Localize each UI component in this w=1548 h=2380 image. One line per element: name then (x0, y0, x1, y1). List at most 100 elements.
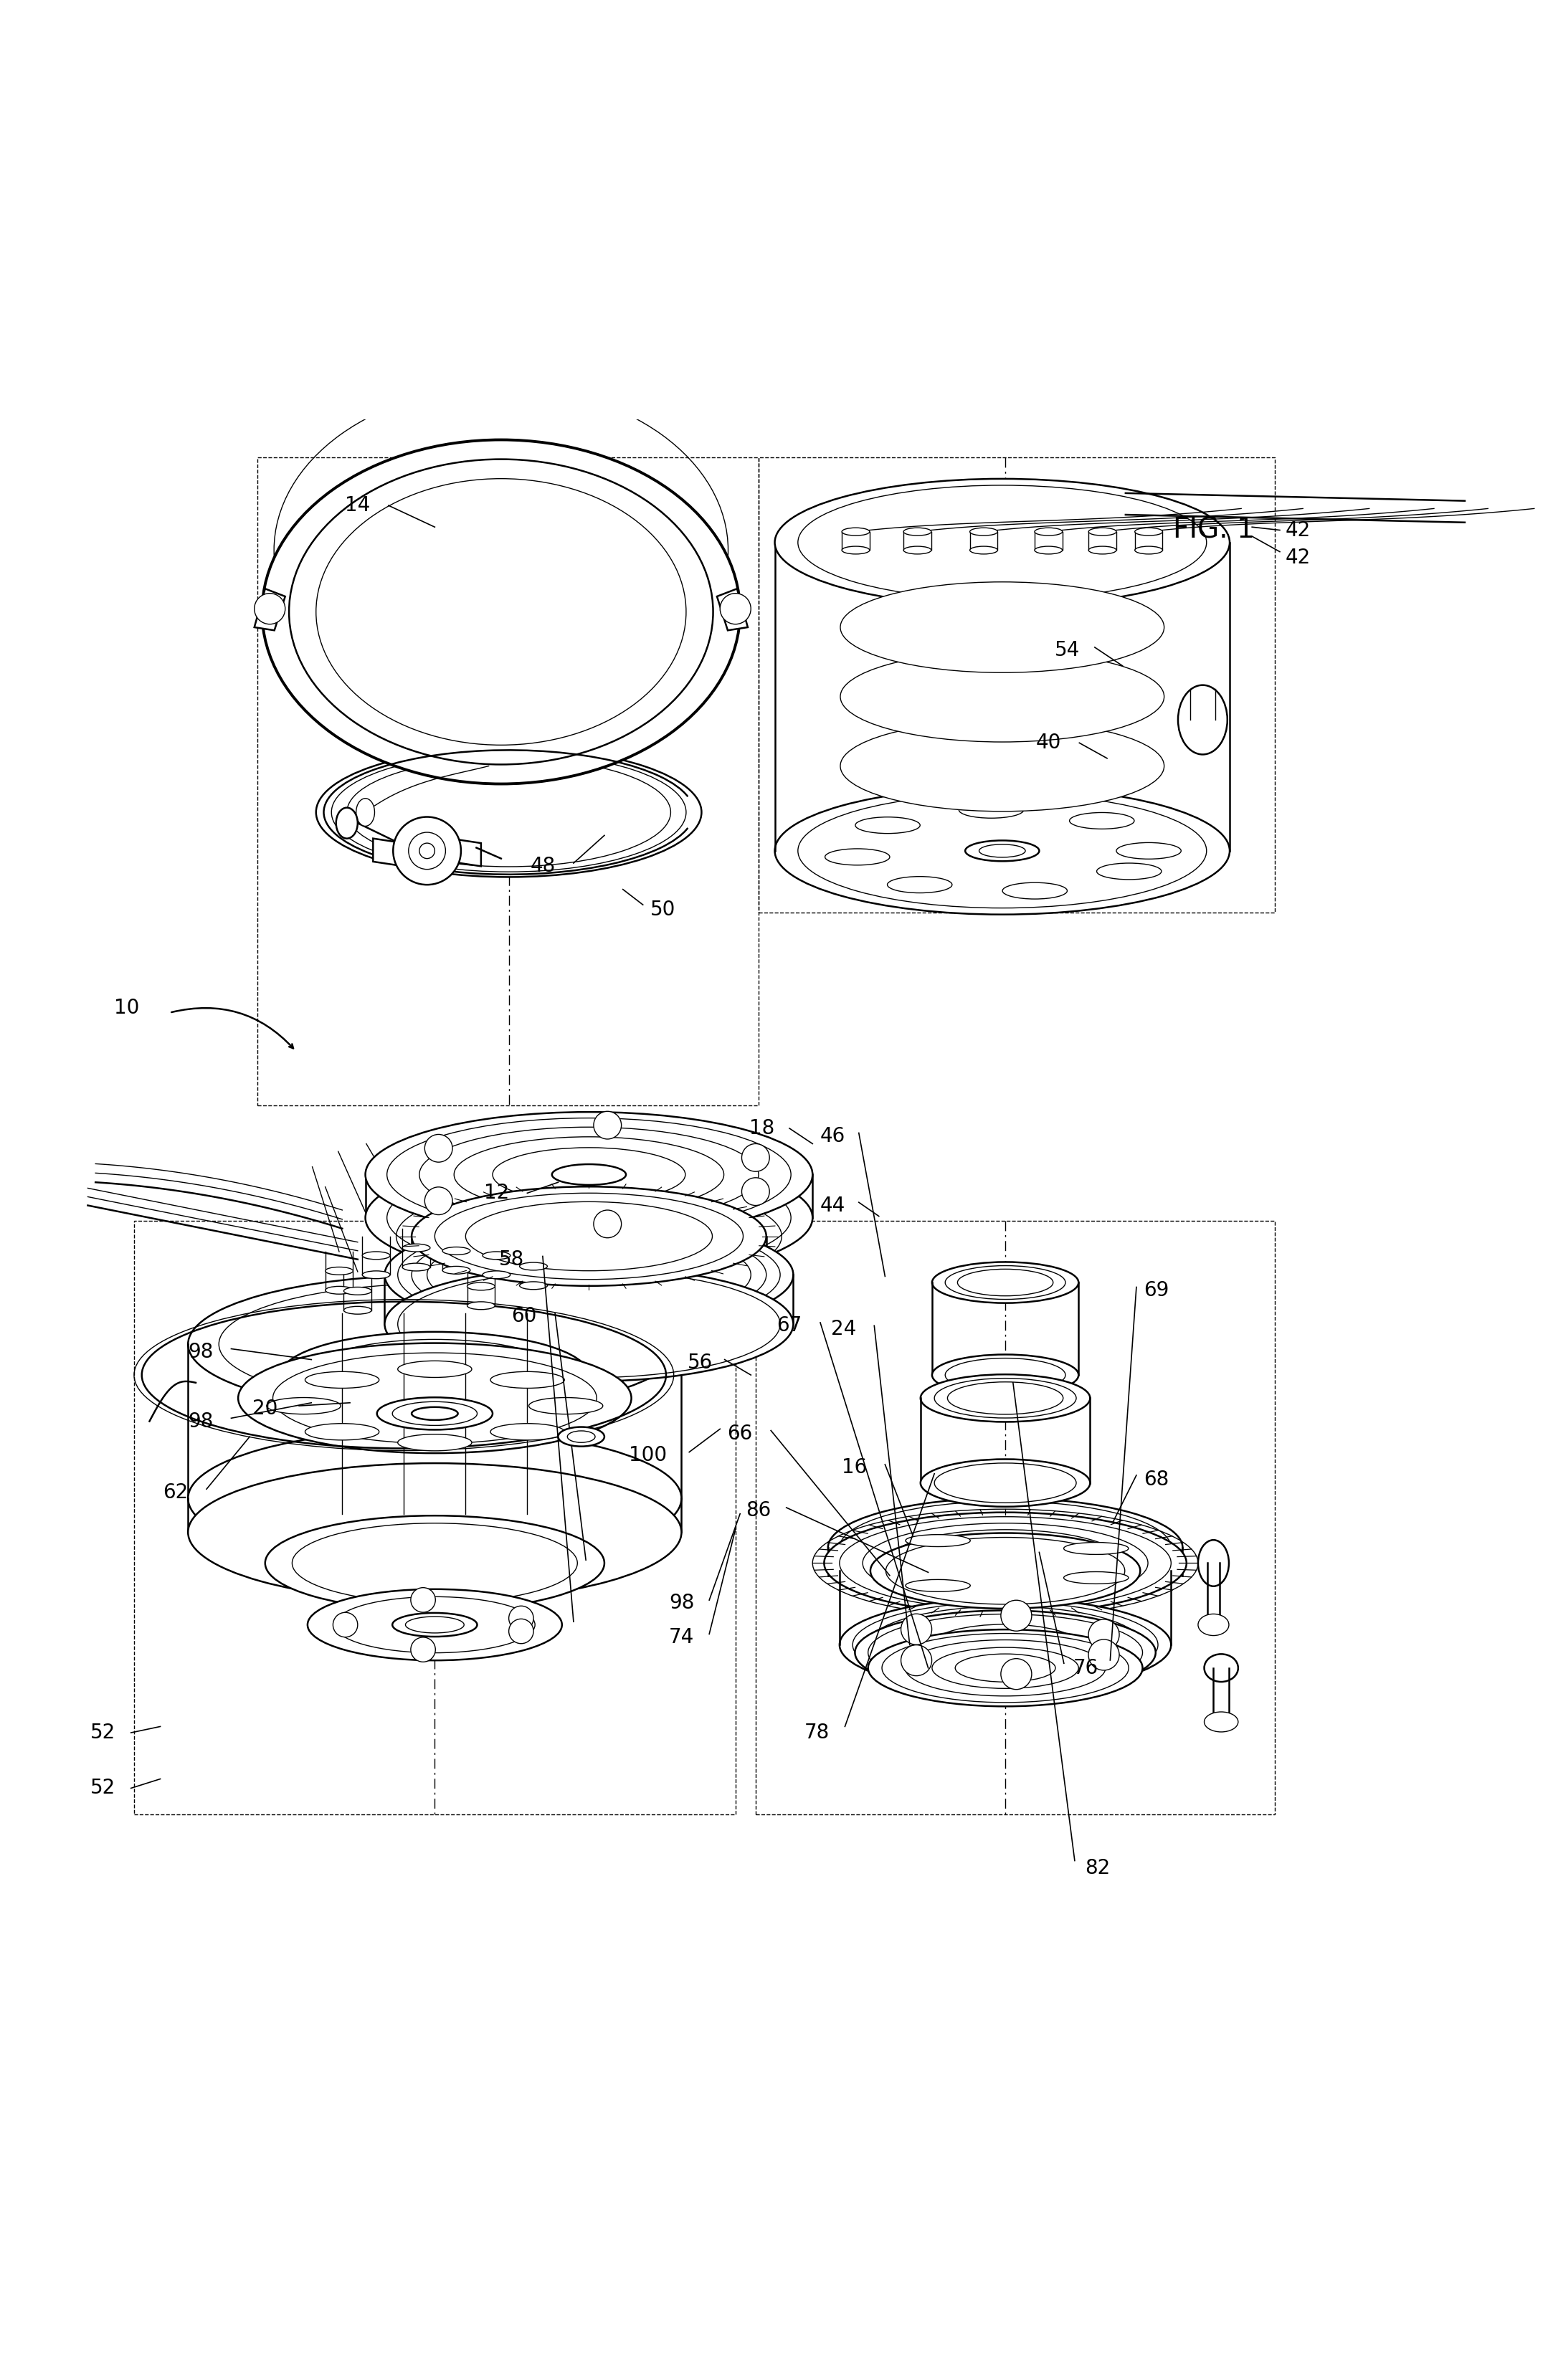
Ellipse shape (841, 583, 1164, 674)
Ellipse shape (824, 1511, 1186, 1614)
Ellipse shape (958, 802, 1023, 819)
Ellipse shape (443, 1247, 471, 1254)
Circle shape (1088, 1640, 1119, 1671)
Ellipse shape (870, 1533, 1141, 1609)
Text: 66: 66 (728, 1423, 752, 1445)
Ellipse shape (921, 1459, 1090, 1507)
Text: 58: 58 (498, 1250, 525, 1269)
Ellipse shape (842, 547, 870, 555)
Text: 46: 46 (820, 1126, 845, 1147)
Text: 62: 62 (163, 1483, 189, 1502)
Ellipse shape (1178, 685, 1228, 754)
Circle shape (1088, 1618, 1119, 1649)
Text: FIG. 1: FIG. 1 (1173, 516, 1254, 543)
Ellipse shape (774, 478, 1229, 607)
Text: 24: 24 (831, 1319, 856, 1340)
Ellipse shape (289, 459, 714, 764)
Ellipse shape (553, 1164, 625, 1185)
Ellipse shape (1096, 864, 1161, 881)
Polygon shape (373, 838, 404, 866)
Ellipse shape (904, 528, 932, 536)
Ellipse shape (1003, 883, 1067, 900)
Ellipse shape (398, 1435, 472, 1452)
Ellipse shape (1135, 547, 1163, 555)
Text: 98: 98 (187, 1342, 214, 1361)
Text: 48: 48 (529, 857, 556, 876)
Ellipse shape (491, 1371, 565, 1388)
Ellipse shape (356, 797, 375, 826)
Text: 86: 86 (746, 1502, 771, 1521)
Ellipse shape (280, 1333, 588, 1418)
Ellipse shape (362, 1271, 390, 1278)
Ellipse shape (971, 547, 997, 555)
Ellipse shape (856, 816, 920, 833)
Text: 52: 52 (91, 1723, 116, 1742)
Ellipse shape (412, 1221, 766, 1321)
Ellipse shape (825, 850, 890, 866)
Ellipse shape (187, 1464, 681, 1602)
Ellipse shape (774, 788, 1229, 914)
Text: 54: 54 (1054, 640, 1079, 659)
Text: 42: 42 (1286, 521, 1311, 540)
Text: 100: 100 (628, 1445, 667, 1466)
Ellipse shape (1034, 547, 1062, 555)
Ellipse shape (443, 1266, 471, 1273)
Ellipse shape (1070, 812, 1135, 828)
Ellipse shape (344, 1307, 372, 1314)
Circle shape (424, 1135, 452, 1161)
Circle shape (509, 1606, 534, 1630)
Circle shape (393, 816, 461, 885)
Circle shape (410, 1587, 435, 1611)
Circle shape (409, 833, 446, 869)
Ellipse shape (412, 1407, 458, 1421)
Circle shape (1002, 1599, 1031, 1630)
Ellipse shape (841, 652, 1164, 743)
Ellipse shape (483, 1271, 511, 1278)
Ellipse shape (308, 1590, 562, 1661)
Circle shape (901, 1645, 932, 1676)
Circle shape (593, 1111, 621, 1140)
Circle shape (720, 593, 751, 624)
Ellipse shape (325, 1285, 353, 1295)
Ellipse shape (1034, 528, 1062, 536)
Circle shape (1002, 1659, 1031, 1690)
Circle shape (333, 1611, 358, 1637)
Text: 78: 78 (805, 1723, 830, 1742)
Circle shape (593, 1209, 621, 1238)
Ellipse shape (559, 1428, 604, 1447)
Text: 16: 16 (842, 1457, 867, 1478)
Ellipse shape (921, 1373, 1090, 1421)
Ellipse shape (384, 1219, 793, 1333)
Ellipse shape (305, 1423, 379, 1440)
Text: 14: 14 (345, 495, 370, 516)
Ellipse shape (365, 1111, 813, 1238)
Ellipse shape (483, 1252, 511, 1259)
Ellipse shape (316, 747, 701, 876)
Text: 98: 98 (669, 1592, 694, 1614)
Text: 52: 52 (91, 1778, 116, 1799)
Ellipse shape (305, 1371, 379, 1388)
Ellipse shape (1088, 528, 1116, 536)
Text: 56: 56 (687, 1352, 712, 1373)
Ellipse shape (966, 840, 1039, 862)
Ellipse shape (412, 1188, 766, 1285)
Ellipse shape (906, 1580, 971, 1592)
Ellipse shape (265, 1516, 604, 1611)
Ellipse shape (1088, 547, 1116, 555)
Ellipse shape (384, 1266, 793, 1380)
Text: 82: 82 (1085, 1859, 1110, 1878)
Circle shape (901, 1614, 932, 1645)
Ellipse shape (376, 1397, 492, 1430)
Polygon shape (450, 838, 481, 866)
Ellipse shape (842, 528, 870, 536)
Circle shape (741, 1178, 769, 1204)
Text: 42: 42 (1286, 547, 1311, 569)
Circle shape (741, 1145, 769, 1171)
Ellipse shape (187, 1430, 681, 1568)
Ellipse shape (1063, 1542, 1128, 1554)
Circle shape (410, 1637, 435, 1661)
Circle shape (509, 1618, 534, 1645)
Text: 60: 60 (511, 1307, 537, 1326)
Ellipse shape (971, 528, 997, 536)
Text: 98: 98 (187, 1411, 214, 1430)
